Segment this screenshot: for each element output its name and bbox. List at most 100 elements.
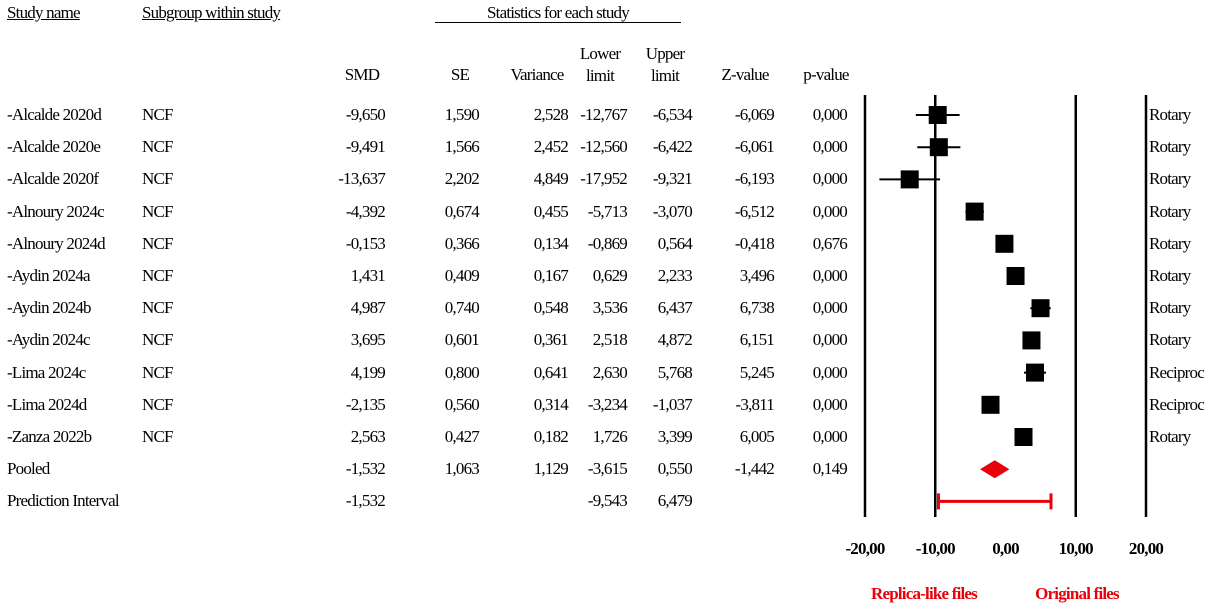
stat-cell: 2,202	[444, 169, 480, 189]
stat-cell: 0,550	[657, 459, 693, 479]
stat-cell: -0,418	[734, 233, 775, 253]
note: Rotary	[1149, 201, 1191, 221]
stat-cell: -1,442	[734, 459, 775, 479]
stat-cell: 5,768	[657, 362, 693, 382]
stat-cell: 3,536	[592, 298, 628, 318]
stat-cell: 2,528	[533, 105, 569, 124]
subgroup: NCF	[142, 427, 173, 446]
stat-cell: 0,167	[533, 266, 569, 285]
stat-cell: 0,629	[592, 266, 628, 285]
subgroup: NCF	[142, 137, 173, 157]
note: Rotary	[1149, 266, 1191, 285]
stat-cell: 0,560	[444, 394, 480, 414]
note: Rotary	[1149, 330, 1191, 350]
stat-cell: 6,479	[657, 491, 693, 511]
stat-cell: 0,182	[533, 427, 569, 446]
column-header: p-value	[803, 65, 849, 84]
study-marker	[1014, 428, 1033, 446]
stat-cell: -1,532	[345, 491, 386, 511]
stat-cell: -6,069	[734, 105, 775, 124]
stat-cell: 0,000	[812, 427, 848, 446]
annotation: Replica-like files	[871, 584, 978, 603]
stat-cell: 0,000	[812, 330, 848, 350]
stat-cell: -4,392	[345, 201, 386, 221]
study-name: -Alnoury 2024c	[7, 201, 105, 221]
study-name: -Aydin 2024a	[7, 266, 91, 285]
subgroup: NCF	[142, 330, 173, 350]
stat-cell: 2,233	[657, 266, 693, 285]
study-name: -Alcalde 2020d	[7, 105, 102, 124]
stat-cell: -9,650	[345, 105, 386, 124]
study-marker	[995, 234, 1014, 253]
stat-cell: 1,566	[444, 137, 480, 157]
stat-cell: 5,245	[739, 362, 775, 382]
study-name: -Aydin 2024c	[7, 330, 91, 350]
study-marker	[1022, 331, 1041, 350]
stat-cell: -6,193	[734, 169, 775, 189]
stat-cell: 0,740	[444, 298, 480, 318]
stat-cell: -3,234	[587, 394, 628, 414]
stat-cell: -5,713	[587, 201, 628, 221]
subgroup: NCF	[142, 298, 173, 318]
stat-cell: -6,422	[652, 137, 693, 157]
subgroup: NCF	[142, 394, 173, 414]
stat-cell: -6,512	[734, 201, 775, 221]
column-header: Z-value	[721, 65, 769, 84]
stat-cell: -2,135	[345, 394, 386, 414]
study-marker	[928, 106, 947, 124]
stat-cell: -3,070	[652, 201, 693, 221]
study-name: -Aydin 2024b	[7, 298, 92, 318]
stat-cell: 0,427	[444, 427, 480, 446]
study-name: -Lima 2024c	[7, 362, 86, 382]
x-tick-label: 10,00	[1058, 539, 1094, 558]
prediction-name: Prediction Interval	[7, 491, 120, 511]
stat-cell: 0,641	[533, 362, 569, 382]
stat-cell: 0,601	[444, 330, 480, 350]
study-name: -Alcalde 2020e	[7, 137, 101, 157]
note: Rotary	[1149, 427, 1191, 446]
x-tick-label: 20,00	[1128, 539, 1164, 558]
stat-cell: 3,399	[657, 427, 693, 446]
stat-cell: 0,676	[812, 233, 848, 253]
stat-cell: -17,952	[580, 169, 628, 189]
stat-cell: 1,431	[350, 266, 386, 285]
subgroup-header: Subgroup within study	[142, 3, 281, 22]
x-tick-label: -20,00	[845, 539, 885, 558]
stat-cell: 1,726	[592, 427, 628, 446]
study-marker	[1025, 363, 1044, 382]
stat-cell: 0,000	[812, 137, 848, 157]
stat-cell: -0,869	[587, 233, 628, 253]
stat-cell: 4,199	[350, 362, 386, 382]
stat-cell: 0,800	[444, 362, 480, 382]
stat-cell: 0,409	[444, 266, 480, 285]
x-tick-label: -10,00	[915, 539, 956, 558]
study-marker	[900, 170, 919, 189]
x-tick-label: 0,00	[992, 539, 1019, 558]
study-header: Study name	[7, 3, 81, 22]
stat-cell: 2,518	[592, 330, 628, 350]
stat-cell: -3,615	[587, 459, 628, 479]
stat-cell: 0,149	[812, 459, 848, 479]
statistics-header: Statistics for each study	[435, 3, 681, 23]
study-marker	[965, 202, 984, 221]
study-name: -Zanza 2022b	[7, 427, 92, 446]
stat-cell: 0,548	[533, 298, 569, 318]
stat-cell: 6,437	[657, 298, 693, 318]
note: Rotary	[1149, 298, 1191, 318]
note: Reciproc	[1149, 394, 1205, 414]
stat-cell: 3,496	[739, 266, 775, 285]
subgroup: NCF	[142, 105, 173, 124]
study-marker	[981, 395, 1000, 414]
stat-cell: -3,811	[735, 394, 775, 414]
stat-cell: -12,767	[580, 105, 628, 124]
stat-cell: 1,129	[533, 459, 569, 479]
stat-cell: 0,000	[812, 266, 848, 285]
subgroup: NCF	[142, 201, 173, 221]
annotation: Original files	[1035, 584, 1120, 603]
stat-cell: 0,674	[444, 201, 480, 221]
stat-cell: 0,000	[812, 169, 848, 189]
stat-cell: 4,872	[657, 330, 693, 350]
study-name: -Alcalde 2020f	[7, 169, 99, 189]
